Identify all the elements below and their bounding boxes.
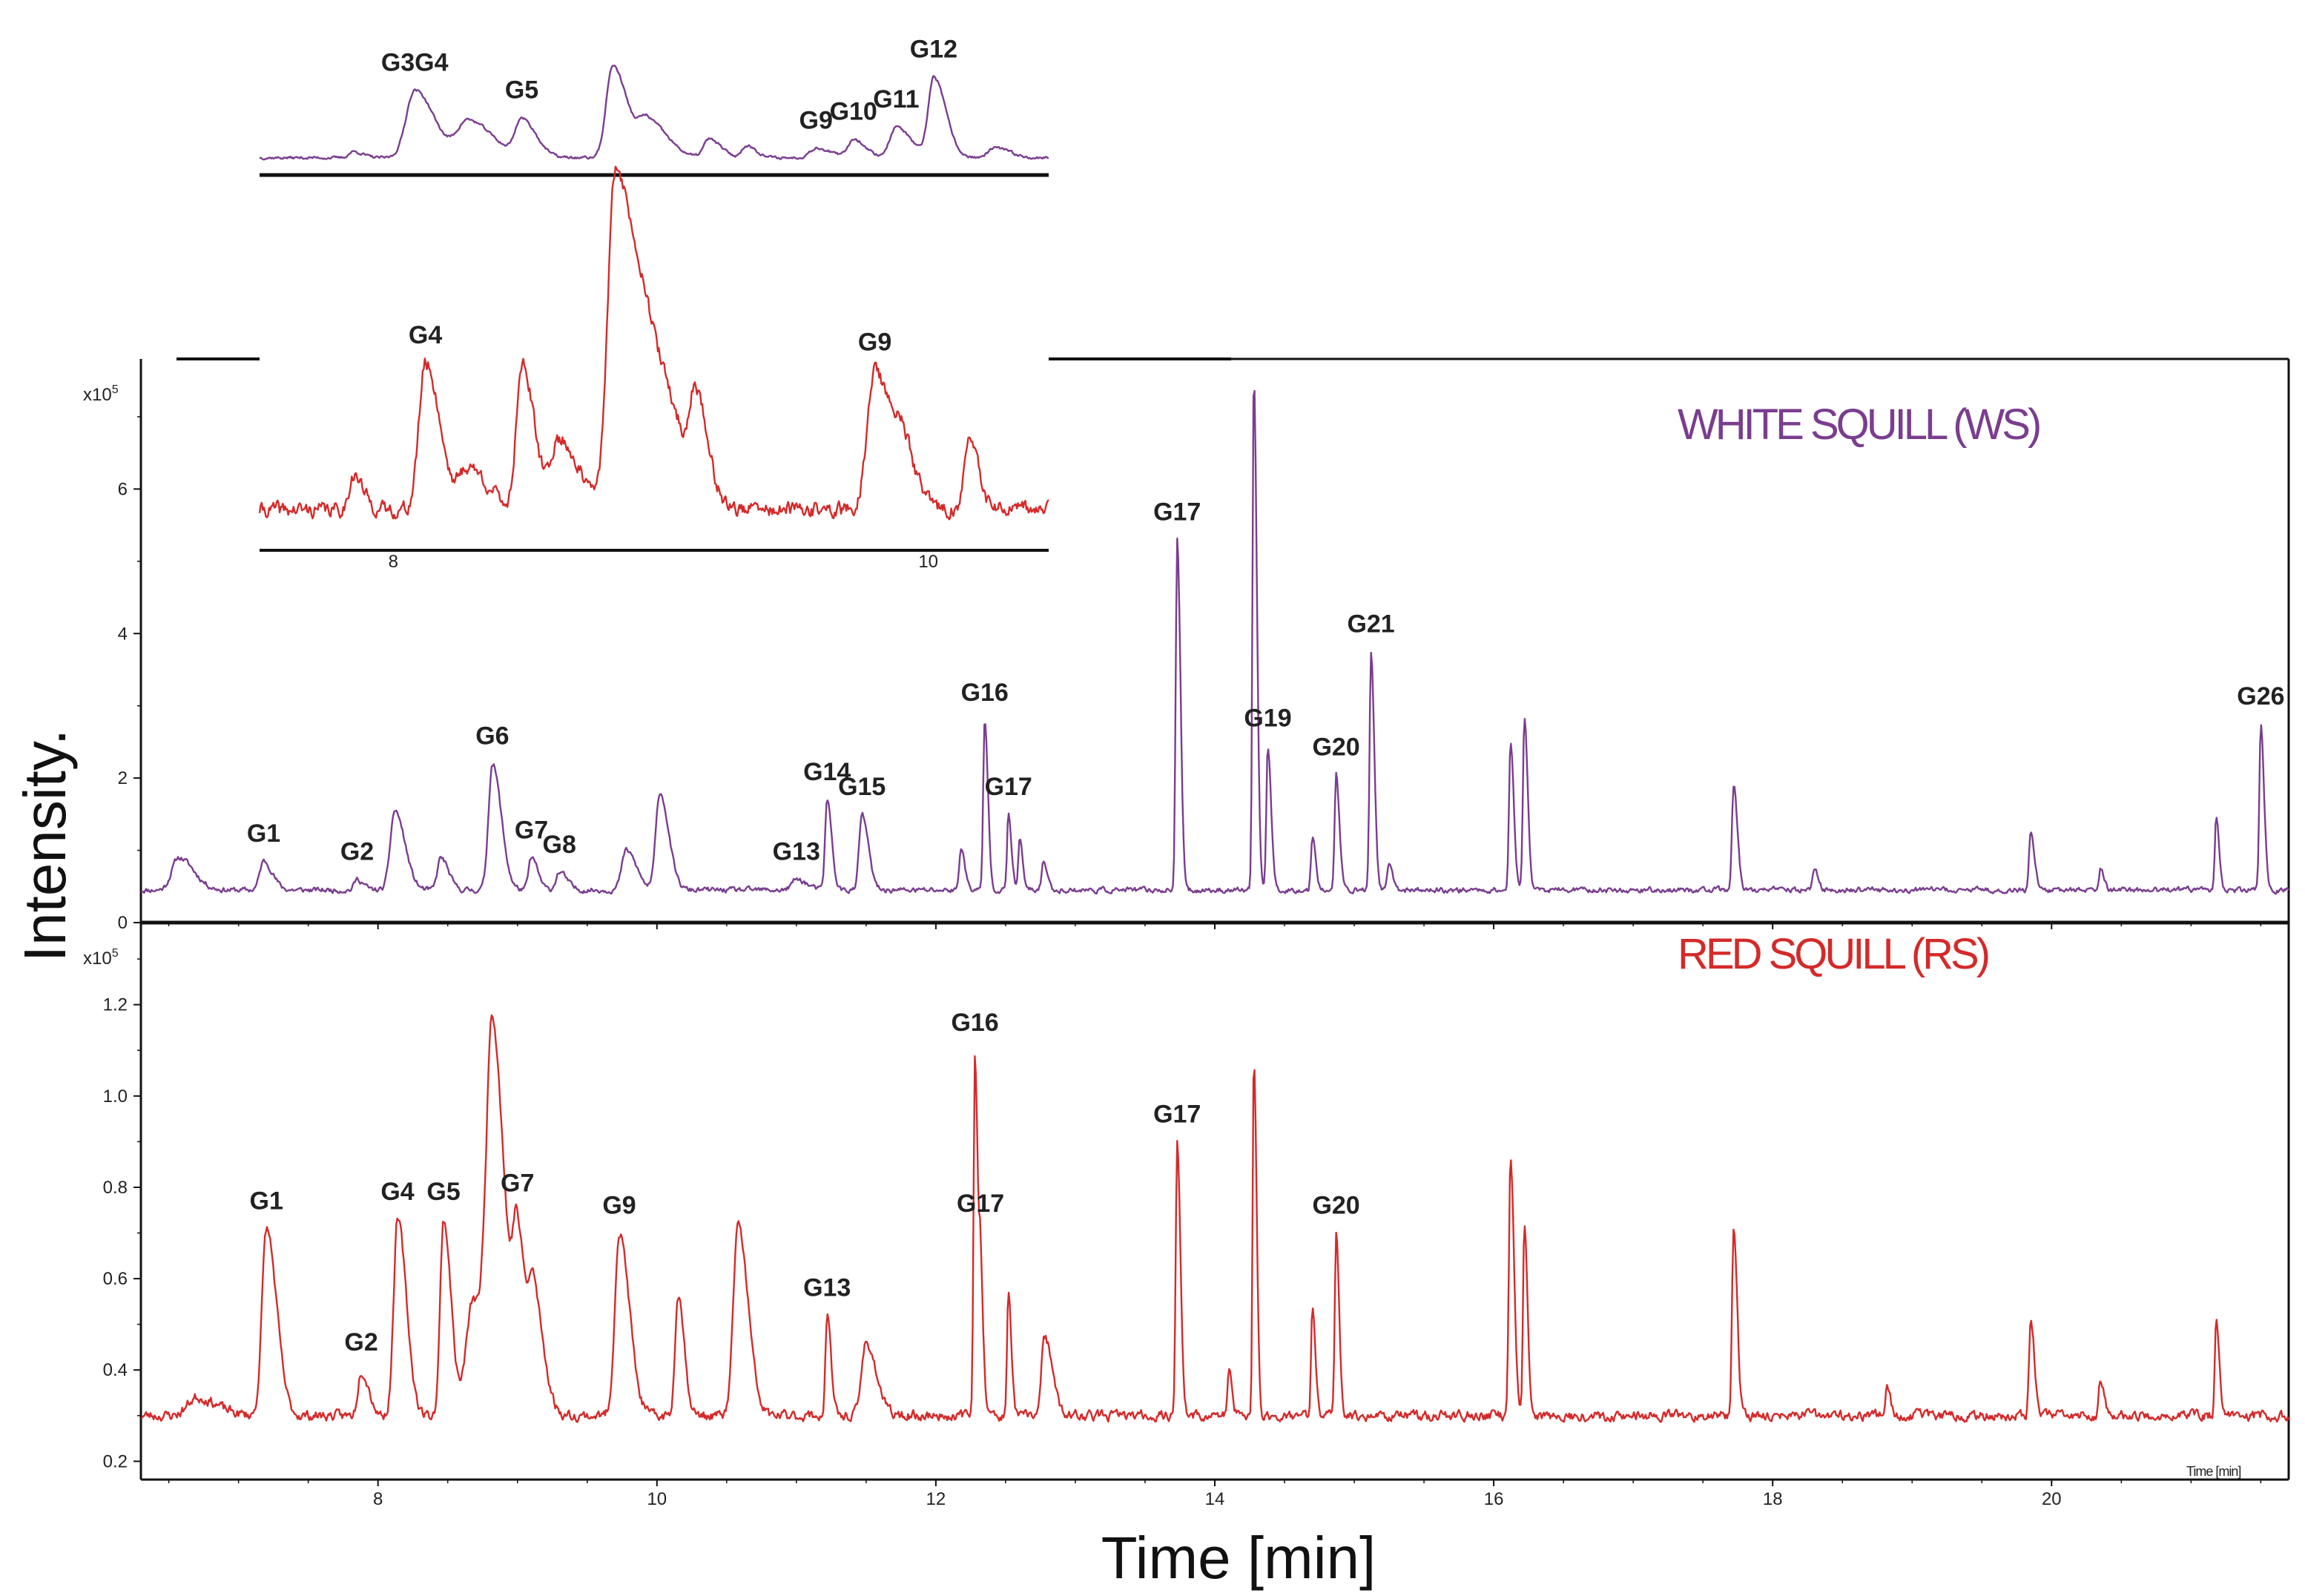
peak-label-main-white-15: G17	[985, 773, 1032, 801]
peak-label-main-white-14: G16	[961, 679, 1009, 707]
peak-label-main-white-1: G1	[247, 820, 280, 848]
peak-label-inset-white-9: G10	[830, 97, 877, 125]
trace-main-white	[140, 389, 2290, 895]
y-tick-label-main-red-1: 0.4	[103, 1360, 128, 1380]
y-scale-exp-white: 5	[112, 383, 119, 396]
y-scale-exp-red: 5	[112, 947, 119, 960]
peak-label-main-white-6: G7	[515, 816, 548, 844]
x-tick-label-inset-red-0: 8	[389, 552, 398, 572]
peak-label-main-white-10: G13	[773, 838, 820, 866]
x-axis-title: Time [min]	[1101, 1525, 1376, 1591]
y-scale-base-white: x10	[83, 385, 112, 405]
peak-label-main-white-23: G21	[1347, 610, 1394, 639]
inset-zoom	[260, 30, 1049, 552]
y-scale-base-red: x10	[83, 949, 112, 969]
peak-label-main-white-18: G17	[1153, 498, 1201, 527]
peak-label-main-white-20: G19	[1244, 704, 1291, 732]
peak-label-main-red-18: G17	[1153, 1100, 1201, 1128]
peak-label-main-red-22: G20	[1312, 1192, 1359, 1220]
peak-label-inset-white-10: G11	[873, 85, 919, 113]
x-tick-label-main-red-3: 14	[1205, 1489, 1225, 1509]
x-tick-label-main-red-0: 8	[373, 1489, 383, 1509]
inset-background	[260, 30, 1049, 550]
x-tick-label-main-red-6: 20	[2042, 1489, 2062, 1509]
peak-label-main-white-11: G14	[803, 758, 851, 786]
peak-label-main-red-15: G17	[957, 1190, 1004, 1218]
y-tick-label-main-red-2: 0.6	[103, 1269, 128, 1289]
x-tick-label-main-red-5: 18	[1763, 1489, 1783, 1509]
white-squill-title: WHITE SQUILL (WS)	[1678, 400, 2039, 449]
peak-label-inset-white-11: G12	[910, 35, 957, 63]
x-tick-label-main-red-1: 10	[647, 1489, 667, 1509]
trace-main-red	[140, 1014, 2290, 1423]
peak-label-main-red-3: G4	[380, 1178, 414, 1206]
peak-label-inset-white-1: G3G4	[381, 48, 449, 76]
y-tick-label-main-white-1: 2	[118, 768, 128, 788]
peak-label-inset-red-1: G4	[409, 321, 442, 349]
peak-label-main-white-7: G8	[543, 831, 576, 859]
peak-label-main-red-4: G5	[426, 1178, 460, 1206]
y-tick-label-main-red-3: 0.8	[103, 1178, 128, 1198]
peak-label-main-red-14: G16	[951, 1009, 998, 1037]
y-axis-title: Intensity.	[12, 729, 78, 962]
red-squill-title: RED SQUILL (RS)	[1678, 930, 1988, 978]
peak-label-main-red-7: G7	[501, 1169, 534, 1197]
y-tick-label-main-white-2: 4	[118, 624, 128, 644]
peak-label-inset-red-8: G9	[858, 329, 891, 357]
peak-label-main-red-12: G13	[803, 1273, 851, 1302]
peak-label-main-red-9: G9	[602, 1192, 636, 1220]
tick-marks: 0 2 4 6 8 10 12 14 16 18 20 0.2 0.4 0.6 0.8 1.0 1.2 8 10	[103, 416, 2262, 1509]
y-tick-label-main-white-0: 0	[118, 913, 128, 933]
x-tick-label-main-red-4: 16	[1484, 1489, 1504, 1509]
peak-label-main-white-2: G2	[340, 838, 374, 866]
y-tick-label-main-red-4: 1.0	[103, 1086, 128, 1107]
peak-label-inset-white-8: G9	[799, 106, 833, 134]
trace-inset-white	[259, 65, 1049, 161]
x-axis-unit-small: Time [min]	[2186, 1464, 2240, 1479]
peak-label-main-red-1: G1	[250, 1187, 283, 1215]
y-scale-label-red: x105	[83, 947, 119, 969]
y-tick-label-main-white-3: 6	[118, 479, 128, 499]
trace-inset-red	[258, 165, 1049, 521]
peak-label-main-white-12: G15	[838, 773, 886, 801]
peak-label-inset-white-3: G5	[505, 76, 538, 105]
peak-label-main-white-5: G6	[475, 722, 509, 751]
peak-label-main-white-32: G26	[2237, 682, 2284, 710]
peak-label-main-red-2: G2	[344, 1328, 377, 1356]
x-tick-label-main-red-2: 12	[926, 1489, 946, 1509]
y-tick-label-main-red-0: 0.2	[103, 1451, 128, 1471]
peak-label-main-white-22: G20	[1312, 733, 1359, 761]
traces	[140, 65, 2290, 1423]
y-scale-label-white: x105	[83, 383, 119, 405]
x-tick-label-inset-red-1: 10	[918, 552, 938, 572]
y-tick-label-main-red-5: 1.2	[103, 995, 128, 1015]
